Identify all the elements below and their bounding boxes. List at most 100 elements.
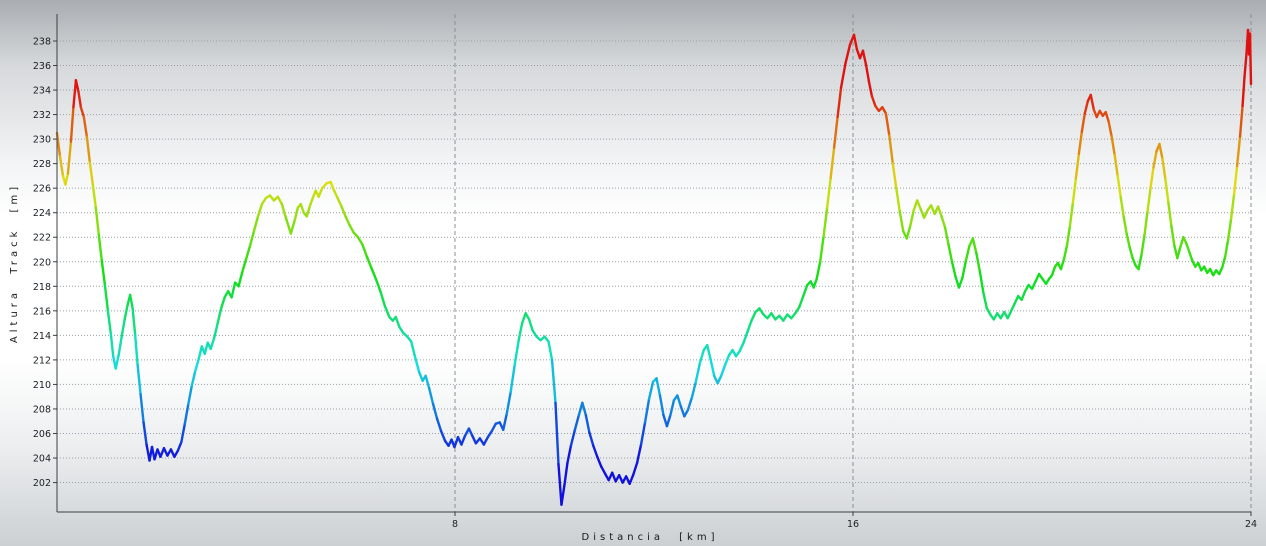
elevation-segment xyxy=(123,303,129,321)
y-tick-label: 236 xyxy=(33,61,51,72)
elevation-segment xyxy=(679,405,686,418)
elevation-segment xyxy=(647,380,655,401)
elevation-segment xyxy=(79,106,86,119)
elevation-segment xyxy=(394,315,401,328)
x-axis-title: Distancia [km] xyxy=(582,532,719,543)
elevation-segment xyxy=(639,421,647,446)
elevation-segment xyxy=(439,429,447,443)
elevation-segment xyxy=(1119,195,1125,218)
elevation-segment xyxy=(520,312,527,325)
elevation-segment xyxy=(66,140,73,175)
elevation-segment xyxy=(635,443,643,465)
elevation-segment xyxy=(1128,245,1134,260)
elevation-segment xyxy=(1232,164,1239,196)
elevation-segment xyxy=(746,319,753,333)
elevation-segment xyxy=(203,341,209,355)
elevation-segment xyxy=(706,343,712,362)
elevation-segment xyxy=(812,277,818,289)
elevation-segment xyxy=(1140,233,1146,256)
elevation-segment xyxy=(943,226,950,246)
elevation-segment xyxy=(611,471,617,483)
elevation-segment xyxy=(1107,120,1113,138)
elevation-segment xyxy=(569,428,577,447)
y-tick-label: 234 xyxy=(33,86,51,97)
elevation-segment xyxy=(1068,201,1075,228)
elevation-segment xyxy=(1164,178,1170,205)
elevation-segment xyxy=(1010,302,1016,313)
elevation-segment xyxy=(527,318,534,332)
y-tick-label: 202 xyxy=(33,478,51,489)
elevation-segment xyxy=(592,444,599,459)
elevation-segment xyxy=(870,94,877,108)
elevation-segment xyxy=(658,394,665,417)
elevation-line xyxy=(55,28,1253,506)
elevation-segment xyxy=(197,345,203,360)
elevation-segment xyxy=(888,134,894,165)
elevation-segment xyxy=(1235,135,1242,168)
elevation-segment xyxy=(58,155,65,178)
elevation-segment xyxy=(922,209,929,219)
elevation-segment xyxy=(1220,255,1227,270)
elevation-segment xyxy=(1158,142,1164,160)
elevation-segment xyxy=(467,427,474,438)
elevation-segment xyxy=(435,417,443,433)
elevation-segment xyxy=(665,413,672,428)
y-tick-label: 216 xyxy=(33,306,51,317)
elevation-segment xyxy=(839,61,847,89)
elevation-segment xyxy=(284,216,293,235)
elevation-segment xyxy=(1167,201,1173,228)
elevation-segment xyxy=(190,369,197,387)
elevation-segment xyxy=(209,336,216,351)
elevation-segment xyxy=(631,461,639,477)
elevation-segment xyxy=(486,429,494,439)
elevation-segment xyxy=(414,356,421,374)
elevation-segment xyxy=(502,412,508,432)
gridlines xyxy=(57,14,1252,512)
elevation-segment xyxy=(975,251,982,273)
elevation-segment xyxy=(1146,186,1152,213)
elevation-segment xyxy=(114,353,120,370)
y-tick-label: 204 xyxy=(33,454,51,465)
elevation-segment xyxy=(584,413,591,434)
elevation-segment xyxy=(1188,250,1194,262)
elevation-segment xyxy=(103,282,109,311)
elevation-segment xyxy=(194,357,200,373)
elevation-segment xyxy=(365,255,373,270)
elevation-segment xyxy=(1077,130,1084,156)
elevation-segment xyxy=(686,396,694,412)
y-tick-label: 224 xyxy=(33,208,51,219)
elevation-segment xyxy=(978,270,985,294)
elevation-segment xyxy=(936,205,943,218)
elevation-segment xyxy=(410,340,417,359)
elevation-segment xyxy=(213,321,219,340)
x-tick-label: 16 xyxy=(847,519,859,530)
elevation-segment xyxy=(1110,135,1116,157)
elevation-segment xyxy=(517,321,524,342)
elevation-segment xyxy=(1062,244,1069,261)
elevation-segment xyxy=(120,318,126,338)
elevation-segment xyxy=(794,305,801,315)
elevation-segment xyxy=(694,362,701,384)
elevation-segment xyxy=(864,63,871,83)
elevation-segment xyxy=(716,374,723,385)
elevation-segment xyxy=(940,215,947,229)
elevation-segment xyxy=(1116,174,1122,198)
elevation-segment xyxy=(1083,99,1090,115)
elevation-segment xyxy=(566,444,573,465)
elevation-segment xyxy=(244,244,252,261)
elevation-segment xyxy=(758,307,765,316)
elevation-segment xyxy=(1243,52,1248,78)
elevation-segment xyxy=(370,266,378,281)
elevation-segment xyxy=(1122,215,1128,235)
elevation-segment xyxy=(719,363,727,378)
y-tick-label: 214 xyxy=(33,331,51,342)
elevation-segment xyxy=(891,162,898,190)
elevation-segment xyxy=(240,258,248,275)
elevation-segment xyxy=(260,196,268,206)
tick-labels: 202 204 206 208 210 212 214 216 218 220 222 224 226 2… xyxy=(33,36,1257,530)
elevation-segment xyxy=(94,206,100,236)
elevation-segment xyxy=(1149,166,1155,190)
elevation-segment xyxy=(1065,225,1072,248)
elevation-segment xyxy=(581,401,588,417)
elevation-segment xyxy=(183,402,190,425)
